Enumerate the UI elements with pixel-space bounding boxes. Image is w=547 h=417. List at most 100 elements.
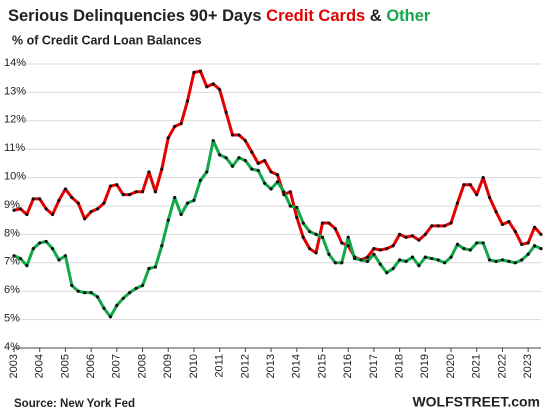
data-point	[295, 215, 299, 219]
y-tick-label: 10%	[4, 171, 26, 183]
data-point	[410, 234, 415, 238]
legend-entry: Credit Cards	[266, 7, 365, 25]
data-point	[224, 110, 228, 114]
data-point	[333, 261, 337, 265]
data-point	[128, 291, 132, 295]
data-point	[327, 252, 331, 256]
data-point	[205, 85, 209, 89]
data-point	[430, 256, 434, 261]
data-point	[513, 229, 517, 234]
data-point	[205, 170, 209, 174]
x-tick-label: 2012	[239, 354, 251, 378]
data-point	[320, 221, 325, 225]
x-tick-label: 2018	[394, 354, 406, 378]
data-point	[153, 265, 157, 269]
data-point	[385, 271, 389, 275]
data-point	[487, 195, 492, 200]
data-point	[83, 291, 87, 295]
data-point	[462, 183, 466, 187]
data-point	[50, 212, 55, 217]
x-tick-label: 2008	[136, 354, 148, 378]
data-point	[185, 201, 190, 205]
data-point	[353, 256, 357, 261]
data-point	[192, 70, 196, 75]
data-point	[230, 164, 235, 168]
data-point	[365, 255, 370, 259]
data-point	[288, 204, 292, 208]
data-point	[308, 229, 312, 234]
data-point	[38, 197, 42, 201]
data-point	[18, 256, 23, 261]
data-point	[442, 224, 447, 228]
y-tick-label: 13%	[4, 85, 26, 97]
data-point	[70, 283, 74, 288]
y-tick-label: 12%	[4, 114, 26, 126]
data-point	[520, 258, 524, 262]
data-point	[108, 184, 113, 188]
data-point	[140, 283, 145, 288]
data-point	[449, 255, 453, 259]
data-point	[121, 193, 125, 197]
x-tick-label: 2016	[342, 354, 354, 378]
data-point	[468, 183, 472, 187]
data-point	[76, 201, 80, 205]
x-tick-label: 2014	[291, 354, 303, 378]
data-point	[410, 255, 415, 259]
data-point	[449, 221, 453, 225]
data-point	[275, 180, 280, 184]
chart-title: Serious Delinquencies 90+ Days Credit Ca…	[8, 7, 431, 25]
data-point	[147, 266, 151, 271]
data-point	[468, 248, 472, 252]
data-point	[346, 244, 350, 248]
x-tick-label: 2011	[214, 354, 226, 378]
series-line	[13, 69, 543, 262]
x-tick-label: 2022	[496, 354, 508, 378]
data-point	[243, 139, 247, 143]
data-point	[237, 156, 241, 160]
x-tick-label: 2007	[111, 354, 123, 378]
x-tick-label: 2021	[471, 354, 483, 378]
y-tick-label: 14%	[4, 57, 26, 69]
data-point	[282, 190, 286, 194]
data-point	[417, 238, 421, 242]
source: Source: New York Fed	[14, 398, 135, 410]
data-point	[372, 247, 376, 251]
data-point	[102, 306, 106, 310]
data-point	[250, 167, 254, 171]
data-point	[173, 195, 177, 200]
data-point	[378, 248, 382, 252]
data-point	[436, 224, 440, 228]
data-point	[198, 178, 202, 183]
data-point	[340, 261, 344, 265]
data-point	[385, 247, 389, 251]
data-point	[372, 252, 376, 256]
data-point	[256, 168, 260, 173]
data-point	[12, 254, 16, 258]
data-point	[340, 241, 344, 245]
data-point	[526, 252, 530, 256]
data-point	[224, 156, 228, 160]
data-point	[314, 251, 318, 255]
data-point	[423, 255, 427, 259]
data-point	[500, 222, 505, 227]
data-point	[333, 227, 337, 231]
data-point	[89, 210, 93, 214]
data-point	[520, 242, 524, 246]
data-point	[140, 190, 145, 194]
data-point	[134, 286, 138, 290]
data-point	[320, 235, 325, 239]
data-point	[192, 198, 196, 202]
x-tick-label: 2020	[445, 354, 457, 378]
data-point	[243, 158, 247, 163]
y-tick-label: 7%	[4, 256, 20, 268]
data-point	[115, 183, 119, 187]
subtitle: % of Credit Card Loan Balances	[12, 33, 202, 47]
data-point	[391, 266, 395, 271]
x-tick-label: 2013	[265, 354, 277, 378]
data-point	[346, 235, 350, 239]
data-point	[398, 232, 402, 236]
data-point	[121, 296, 125, 300]
data-point	[539, 247, 543, 251]
x-tick-label: 2005	[59, 354, 71, 378]
